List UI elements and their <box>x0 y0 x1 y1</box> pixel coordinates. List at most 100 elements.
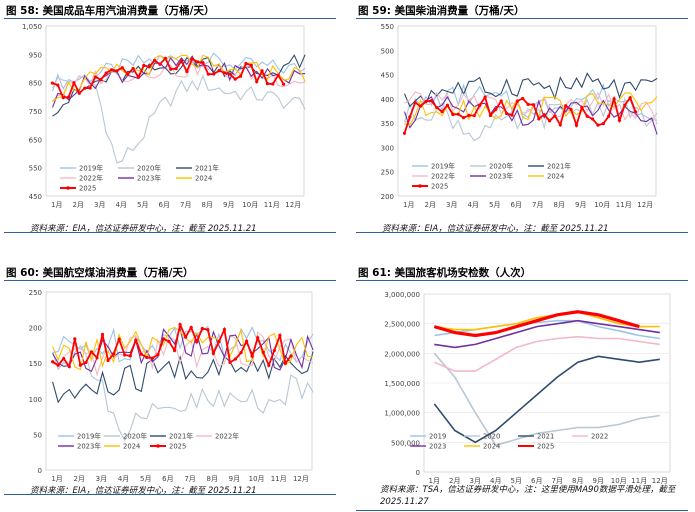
x-tick-label: 9月 <box>593 477 604 484</box>
legend-label: 2024 <box>123 443 140 451</box>
series-point-2025 <box>289 354 293 358</box>
legend-label: 2021年 <box>195 164 219 173</box>
series-point-2025 <box>104 71 108 75</box>
series-point-2025 <box>112 352 116 356</box>
series-point-2025 <box>526 102 530 107</box>
series-point-2025 <box>174 67 178 71</box>
x-tick-label: 1月 <box>429 477 440 484</box>
legend-label: 2022年 <box>79 174 103 183</box>
series-line-2025 <box>52 56 285 99</box>
legend-label: 2025 <box>79 185 96 193</box>
figure-61-source: 资料来源：TSA，信达证券研发中心，注：这里使用MA90数据平滑处理，截至 20… <box>380 485 676 507</box>
plot-area <box>45 25 305 197</box>
series-point-2025 <box>99 78 103 82</box>
x-tick-label: 6月 <box>531 477 542 484</box>
x-tick-label: 3月 <box>470 477 481 484</box>
series-point-2025 <box>249 63 253 67</box>
series-point-2025 <box>217 340 221 344</box>
y-tick-label: 550 <box>381 23 394 31</box>
figure-59-title: 图 59: 美国柴油消费量（万桶/天） <box>358 5 525 17</box>
series-point-2025 <box>553 114 557 118</box>
series-point-2025 <box>461 116 466 120</box>
figure-59-top-rule <box>356 18 688 19</box>
series-point-2025 <box>628 96 632 100</box>
series-point-2025 <box>66 95 71 99</box>
figure-60-bottom-rule <box>4 494 336 495</box>
y-tick-label: 250 <box>29 289 42 297</box>
series-point-2025 <box>83 86 87 90</box>
series-point-2025 <box>190 57 194 61</box>
series-point-2025 <box>499 99 503 103</box>
series-point-2025 <box>158 62 162 66</box>
series-point-2025 <box>152 58 157 62</box>
x-tick-label: 5月 <box>137 201 148 209</box>
legend-label: 2025 <box>431 183 448 191</box>
x-tick-label: 6月 <box>159 201 170 209</box>
figure-60-chart: 0 50 100 150 200 250 1月 2月 3月 4月 5月 6月 7月 8月 9月 10月 11月 1… <box>29 289 314 483</box>
series-point-2025 <box>265 82 270 86</box>
y-tick-label: 200 <box>29 325 42 333</box>
series-point-2025 <box>189 325 193 330</box>
x-tick-label: 4月 <box>118 475 129 483</box>
series-point-2025 <box>580 105 584 109</box>
series-point-2025 <box>233 357 238 361</box>
y-tick-label: 1,000,000 <box>384 410 420 418</box>
legend-label: 2021年 <box>169 432 193 441</box>
series-point-2025 <box>278 333 282 338</box>
series-point-2025 <box>117 337 121 341</box>
figure-59-chart: 200 250 300 350 400 450 500 550 1月 2月 3月 4月 5月 6月 7月 8月… <box>381 23 658 209</box>
series-line-2020 <box>433 352 660 447</box>
x-tick-label: 5月 <box>489 201 500 209</box>
series-point-2025 <box>283 361 287 365</box>
x-tick-label: 12月 <box>285 201 301 209</box>
x-tick-label: 6月 <box>511 201 522 209</box>
series-point-2025 <box>478 103 482 107</box>
x-tick-label: 2月 <box>74 475 85 483</box>
series-line-2020年 <box>52 74 306 164</box>
legend-label: 2023年 <box>137 174 161 183</box>
series-point-2025 <box>61 96 65 100</box>
series-point-2025 <box>167 339 171 344</box>
figure-60-source: 资料来源：EIA，信达证券研发中心，注：截至 2025.11.21 <box>30 486 257 496</box>
figure-60-top-rule <box>4 280 336 281</box>
series-point-2025 <box>195 340 199 344</box>
y-tick-label: 300 <box>381 144 394 152</box>
series-point-2025 <box>276 73 280 77</box>
x-tick-label: 11月 <box>271 475 287 483</box>
series-point-2025 <box>50 81 55 85</box>
series-point-2025 <box>115 69 119 73</box>
y-tick-label: 450 <box>29 193 42 201</box>
series-point-2025 <box>424 99 428 104</box>
series-point-2025 <box>239 351 243 355</box>
legend-label: 2019年 <box>431 162 455 171</box>
legend-label: 2024 <box>195 175 212 183</box>
plot-area <box>397 25 657 197</box>
x-tick-label: 6月 <box>162 475 173 483</box>
series-point-2025 <box>178 322 182 327</box>
series-line-2024 <box>52 326 314 371</box>
legend-label: 2020年 <box>137 164 161 173</box>
y-tick-label: 0 <box>38 467 42 475</box>
series-point-2025 <box>418 104 423 108</box>
series-point-2025 <box>456 112 460 116</box>
series-point-2025 <box>531 103 536 107</box>
legend-marker-2025 <box>66 186 70 190</box>
x-tick-label: 12月 <box>637 201 653 209</box>
series-point-2025 <box>435 105 439 110</box>
legend-label: 2025 <box>537 443 554 451</box>
x-tick-label: 9月 <box>575 201 586 209</box>
x-tick-label: 3月 <box>446 201 457 209</box>
figure-61-panel: 图 61: 美国旅客机场安检数（人次） 0 500,000 1,000,000 1,5… <box>352 262 692 512</box>
series-point-2025 <box>120 66 124 70</box>
x-tick-label: 8月 <box>572 477 583 484</box>
series-point-2025 <box>244 61 248 66</box>
series-point-2025 <box>142 63 146 68</box>
series-point-2025 <box>84 360 88 365</box>
series-line-2022年 <box>404 91 658 125</box>
series-point-2025 <box>271 82 275 86</box>
series-point-2025 <box>590 117 595 121</box>
series-line-2021年 <box>403 72 658 108</box>
x-tick-label: 10月 <box>611 477 627 484</box>
series-point-2025 <box>212 72 216 76</box>
legend-label: 2023年 <box>77 442 101 451</box>
